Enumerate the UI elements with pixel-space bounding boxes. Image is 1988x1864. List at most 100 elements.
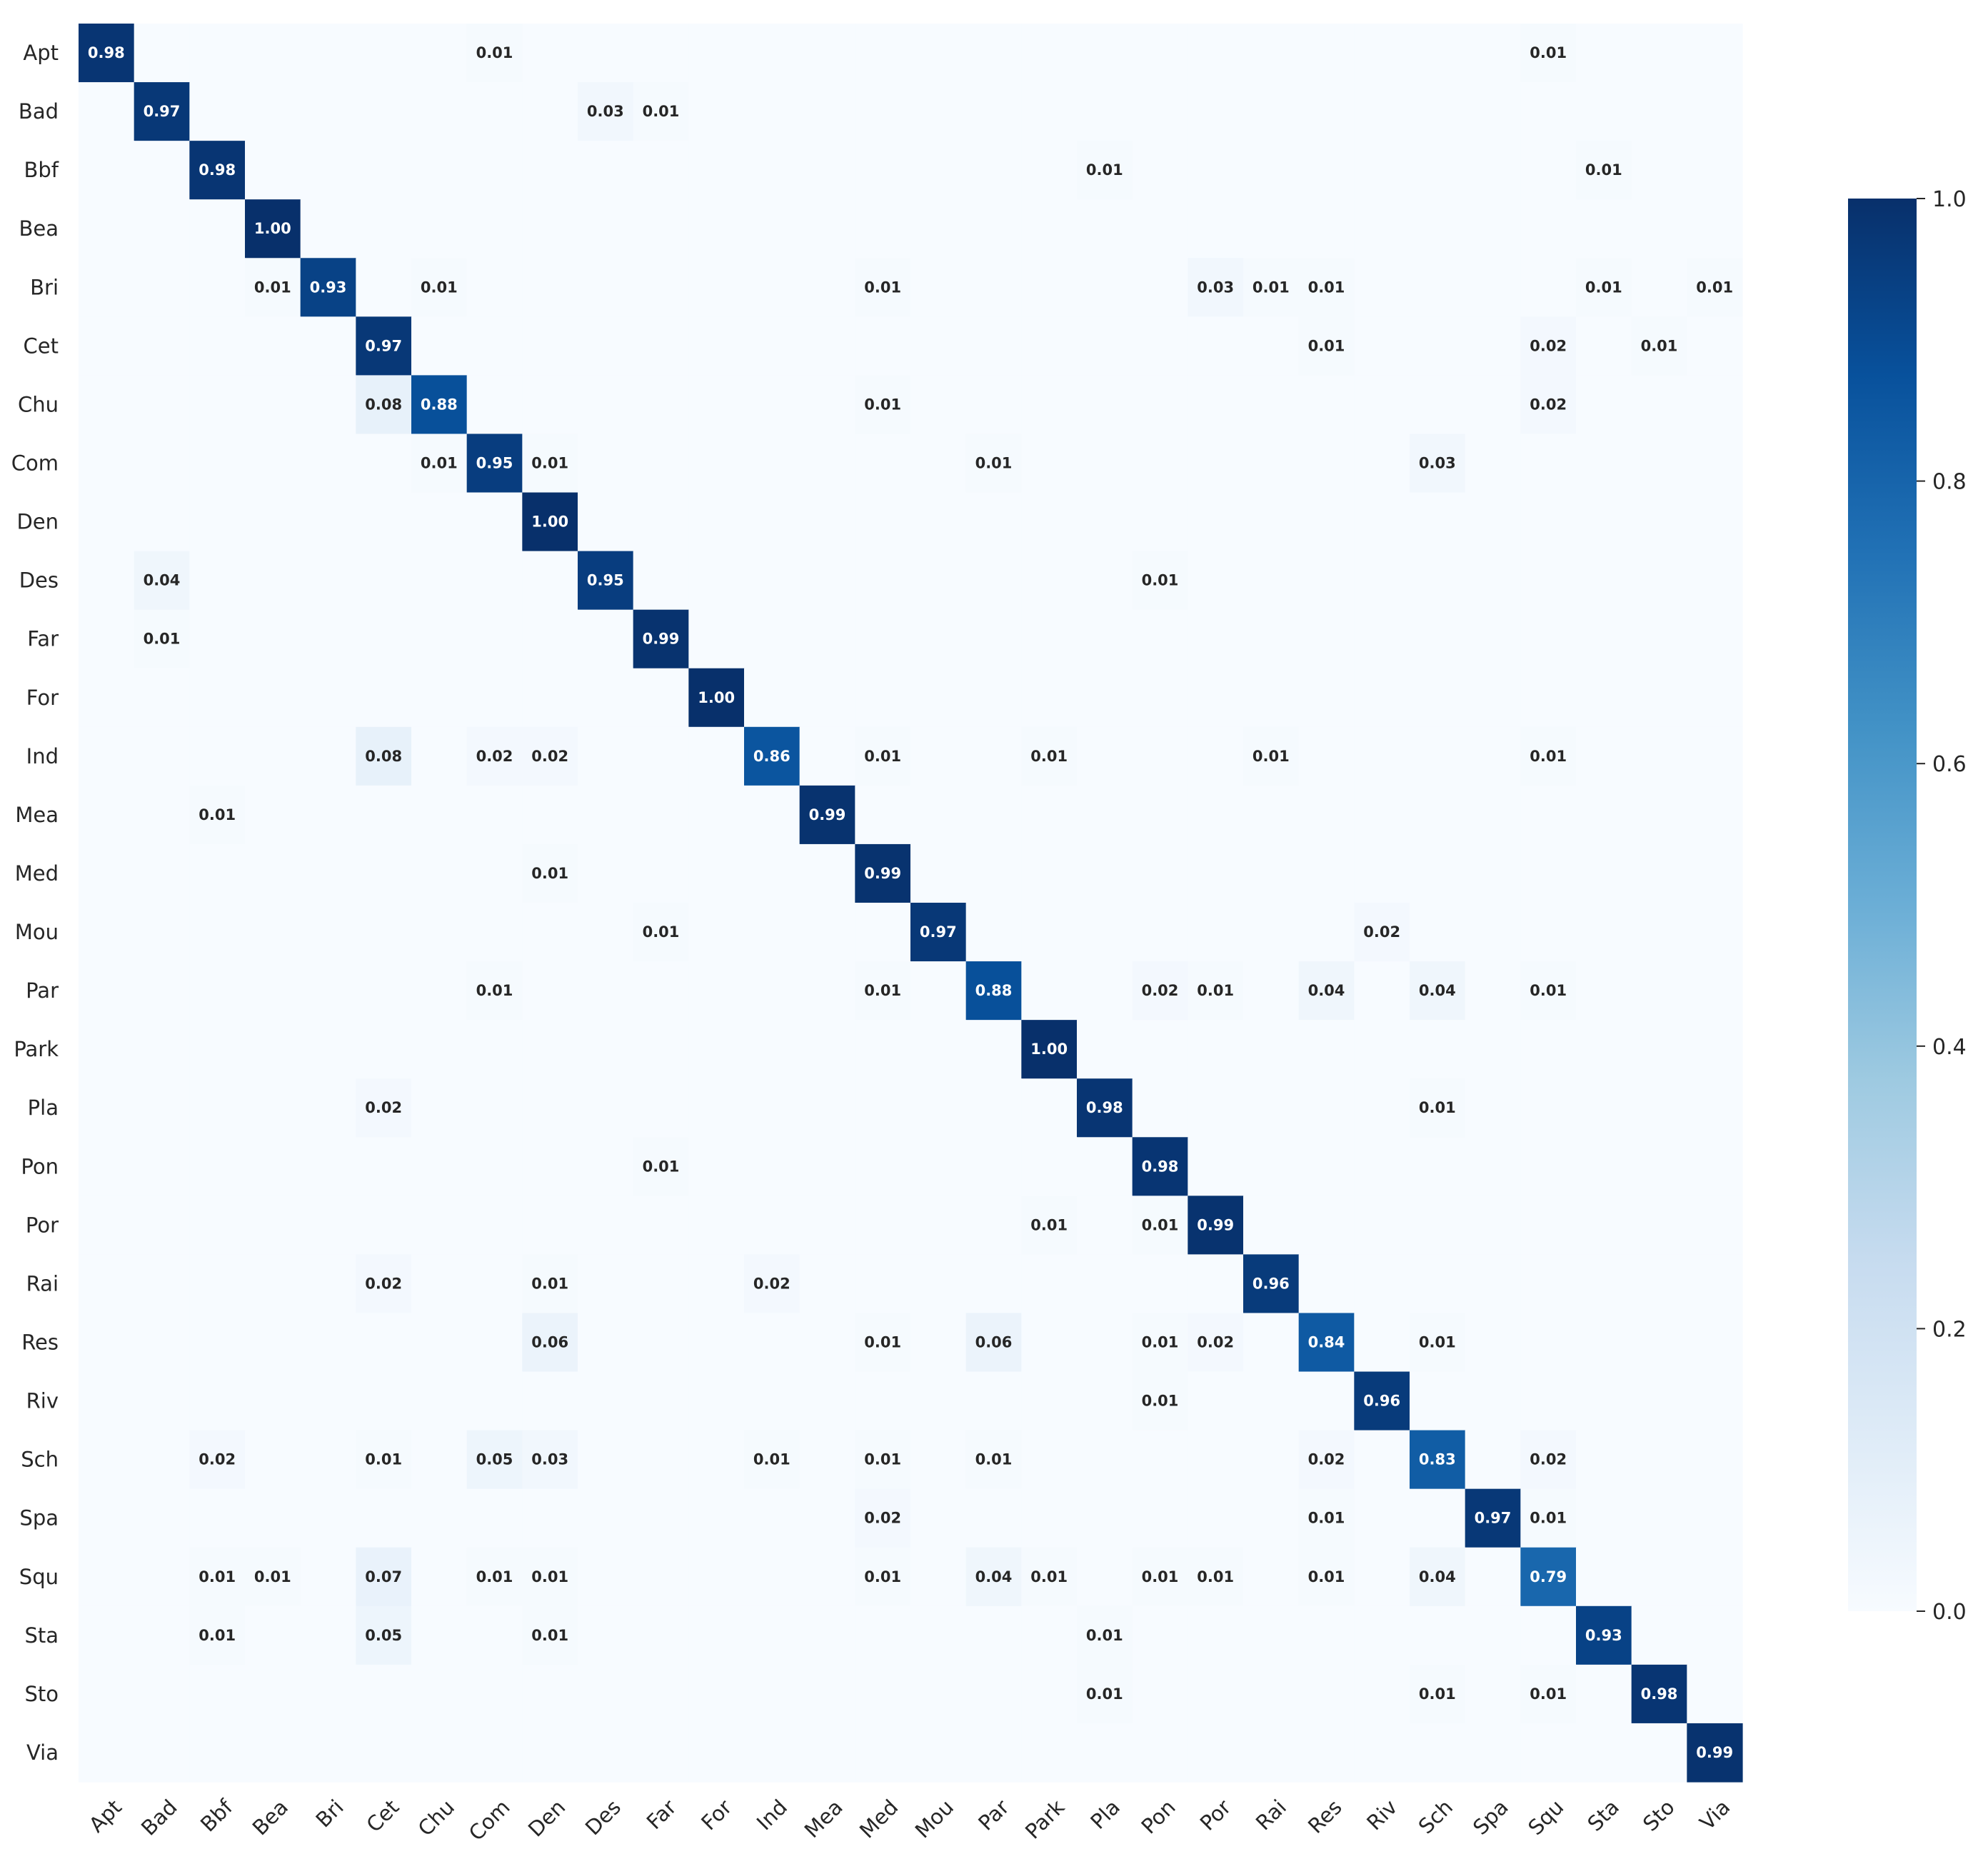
heatmap-cell-Rai-Cet (356, 1254, 412, 1314)
heatmap-cell-Pla-Chu (411, 1078, 468, 1138)
y-tick-label: Sta (24, 1623, 59, 1648)
heatmap-cell-Far-Sta (1576, 609, 1632, 669)
heatmap-cell-Sch-Bea (245, 1430, 301, 1490)
heatmap-cell-Bri-Sta (1576, 258, 1632, 317)
heatmap-cell-Ind-Bri (300, 726, 356, 786)
heatmap-cell-Bad-Rai (1243, 82, 1300, 141)
cell-value-label: 0.97 (920, 923, 957, 941)
heatmap-cell-Res-Por (1188, 1313, 1244, 1373)
heatmap-cell-Chu-Sch (1410, 375, 1466, 435)
heatmap-cell-Pla-Rai (1243, 1078, 1300, 1138)
heatmap-cell-Squ-Far (633, 1547, 689, 1607)
heatmap-cell-Med-Bri (300, 843, 356, 903)
heatmap-cell-Via-Mou (910, 1723, 967, 1783)
x-tick-label: Riv (1362, 1795, 1402, 1835)
heatmap-cell-Den-Far (633, 492, 689, 552)
heatmap-cell-Pla-Pon (1132, 1078, 1188, 1138)
cell-value-label: 0.01 (531, 455, 568, 472)
heatmap-cell-Bea-Squ (1520, 199, 1577, 259)
x-tick-label: Par (973, 1795, 1014, 1835)
x-tick-label: Park (1020, 1795, 1070, 1844)
heatmap-cell-Mea-Par (965, 785, 1022, 845)
heatmap-cell-Sch-Park (1021, 1430, 1078, 1490)
heatmap-cell-Bea-Res (1298, 199, 1355, 259)
heatmap-cell-Med-Mea (799, 843, 855, 903)
heatmap-cell-Pla-Squ (1520, 1078, 1577, 1138)
heatmap-cell-Pon-Via (1687, 1137, 1743, 1196)
heatmap-cell-Bri-Por (1188, 258, 1244, 317)
heatmap-cell-Com-Far (633, 434, 689, 493)
heatmap-cell-Rai-For (688, 1254, 745, 1314)
heatmap-cell-Far-For (688, 609, 745, 669)
heatmap-cell-Par-Riv (1354, 961, 1410, 1021)
heatmap-cell-Med-Med (855, 843, 911, 903)
cell-value-label: 0.98 (1086, 1099, 1123, 1116)
heatmap-cell-Bea-Park (1021, 199, 1078, 259)
heatmap-cell-Com-Mea (799, 434, 855, 493)
heatmap-cell-Bri-Spa (1465, 258, 1521, 317)
heatmap-cell-Sto-Por (1188, 1664, 1244, 1724)
heatmap-cell-Apt-Squ (1520, 24, 1577, 83)
heatmap-cell-Den-Sta (1576, 492, 1632, 552)
x-tick-label: Med (855, 1795, 903, 1843)
heatmap-cell-Bea-Mea (799, 199, 855, 259)
heatmap-cell-Squ-Cet (356, 1547, 412, 1607)
heatmap-cell-Com-Pla (1077, 434, 1133, 493)
heatmap-cell-Park-Bbf (189, 1020, 246, 1079)
cell-value-label: 0.01 (1086, 161, 1123, 179)
heatmap-cell-Far-Rai (1243, 609, 1300, 669)
heatmap-cell-Riv-Apt (79, 1371, 135, 1431)
heatmap-cell-Apt-Apt (79, 24, 135, 83)
heatmap-cell-Spa-Bri (300, 1488, 356, 1548)
colorbar: 0.0 0.2 0.4 0.6 0.8 1.0 (1848, 187, 1967, 1625)
heatmap-cell-Pon-Sto (1631, 1137, 1687, 1196)
heatmap-cell-Bad-Park (1021, 82, 1078, 141)
heatmap-cell-Com-Sch (1410, 434, 1466, 493)
heatmap-cell-Mea-Park (1021, 785, 1078, 845)
heatmap-cell-Des-Den (522, 551, 578, 611)
heatmap-cell-Por-Ind (744, 1196, 800, 1255)
heatmap-cell-Bbf-Riv (1354, 141, 1410, 200)
heatmap-cell-Park-Bri (300, 1020, 356, 1079)
cell-value-label: 0.96 (1363, 1393, 1400, 1410)
cell-value-label: 0.04 (1419, 982, 1456, 999)
heatmap-cell-Cet-Res (1298, 316, 1355, 376)
y-tick-label: Via (26, 1740, 59, 1765)
x-tick-label: Sta (1582, 1795, 1624, 1836)
heatmap-cell-Pla-Pla (1077, 1078, 1133, 1138)
colorbar-ticks: 0.0 0.2 0.4 0.6 0.8 1.0 (1917, 187, 1967, 1625)
heatmap-cell-Mou-Riv (1354, 903, 1410, 962)
heatmap-cell-Den-Res (1298, 492, 1355, 552)
heatmap-cell-Mea-Pon (1132, 785, 1188, 845)
heatmap-cell-Far-Par (965, 609, 1022, 669)
heatmap-cell-Ind-Park (1021, 726, 1078, 786)
x-tick-label: Bad (136, 1795, 182, 1840)
heatmap-cell-Sta-Sch (1410, 1605, 1466, 1665)
heatmap-cell-Bri-Apt (79, 258, 135, 317)
x-tick-label: Bri (311, 1795, 348, 1832)
heatmap-cell-Riv-Pon (1132, 1371, 1188, 1431)
heatmap-cell-Pla-Bea (245, 1078, 301, 1138)
heatmap-cell-Res-Chu (411, 1313, 468, 1373)
heatmap-cell-Por-Mou (910, 1196, 967, 1255)
heatmap-cell-Res-Pon (1132, 1313, 1188, 1373)
cell-value-label: 0.04 (1308, 982, 1345, 999)
heatmap-cell-Bad-For (688, 82, 745, 141)
heatmap-cell-Squ-Res (1298, 1547, 1355, 1607)
heatmap-cell-Far-Sto (1631, 609, 1687, 669)
heatmap-cell-Sch-Rai (1243, 1430, 1300, 1490)
heatmap-cell-Res-Com (466, 1313, 523, 1373)
heatmap-cell-Chu-For (688, 375, 745, 435)
heatmap-cell-Squ-Sta (1576, 1547, 1632, 1607)
cell-value-label: 0.97 (1475, 1510, 1512, 1527)
heatmap-cell-Rai-Res (1298, 1254, 1355, 1314)
heatmap-cell-Bea-For (688, 199, 745, 259)
heatmap-cell-Med-Spa (1465, 843, 1521, 903)
heatmap-cell-Par-Bbf (189, 961, 246, 1021)
heatmap-cell-Mea-Bad (134, 785, 190, 845)
heatmap-cell-Cet-Por (1188, 316, 1244, 376)
heatmap-cell-Park-Rai (1243, 1020, 1300, 1079)
heatmap-cell-Mea-Sch (1410, 785, 1466, 845)
heatmap-cell-Far-Den (522, 609, 578, 669)
heatmap-cell-Com-For (688, 434, 745, 493)
